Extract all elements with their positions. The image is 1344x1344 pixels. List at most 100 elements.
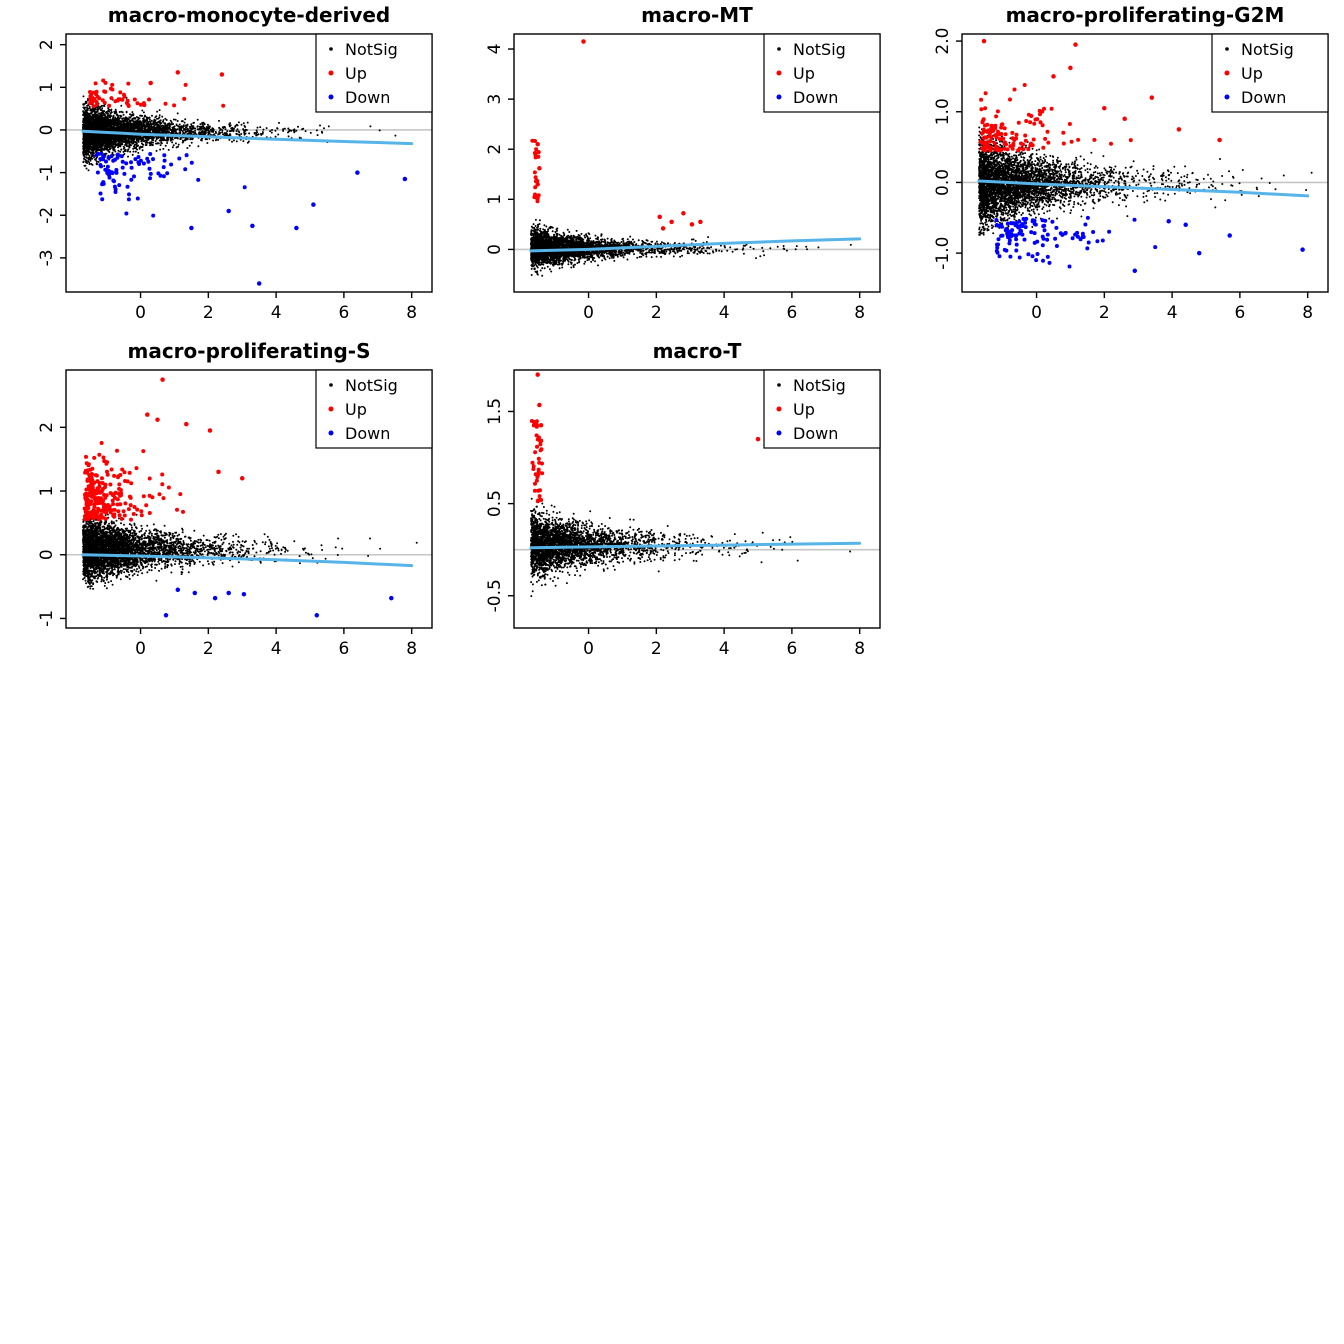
legend-up-dot-icon xyxy=(776,406,782,412)
legend-up-dot-icon xyxy=(776,70,782,76)
legend-up-dot-icon xyxy=(328,70,334,76)
plot-title: macro-proliferating-S xyxy=(127,339,370,363)
ma-plot-grid: 0 2 4 6 8 -3 -2 -1 0 1 2 macro-monocyte-derived NotS… xyxy=(0,0,1344,672)
legend-down-dot-icon xyxy=(328,430,334,436)
x-tick-label: 6 xyxy=(1234,303,1245,323)
points-down xyxy=(94,151,247,218)
legend: NotSig Up Down xyxy=(1211,33,1329,113)
y-tick-label: 1 xyxy=(37,82,57,93)
plot-box xyxy=(65,33,433,293)
y-tick-label: 2 xyxy=(485,144,505,155)
legend-label-down: Down xyxy=(1241,88,1286,107)
x-tick-label: 4 xyxy=(719,639,730,659)
y-tick-label: -2 xyxy=(37,207,57,224)
legend-down-dot-icon xyxy=(328,94,334,100)
legend-label-up: Up xyxy=(1241,64,1263,83)
y-tick-label: 0 xyxy=(485,244,505,255)
y-tick-label: 4 xyxy=(485,44,505,55)
legend-label-notsig: NotSig xyxy=(793,40,846,59)
ma-plot-macro-proliferating-g2m: 0 2 4 6 8 -1.0 0.0 1.0 2.0 macro-proliferating-G2… xyxy=(896,0,1344,336)
legend-down-dot-icon xyxy=(776,430,782,436)
y-tick-label: -1.0 xyxy=(933,237,953,270)
legend: NotSig Up Down xyxy=(315,33,433,113)
legend: NotSig Up Down xyxy=(763,369,881,449)
x-tick-label: 4 xyxy=(719,303,730,323)
x-tick-label: 6 xyxy=(786,303,797,323)
x-tick-label: 4 xyxy=(1167,303,1178,323)
legend-box xyxy=(315,33,433,113)
trend-line xyxy=(81,553,414,568)
x-tick-label: 2 xyxy=(203,303,214,323)
plot-box xyxy=(513,33,881,293)
y-tick-label: 3 xyxy=(485,94,505,105)
outlier-points-down xyxy=(1132,219,1305,274)
y-tick-label: 0.5 xyxy=(485,490,505,517)
x-tick-label: 0 xyxy=(583,303,594,323)
legend-label-notsig: NotSig xyxy=(345,40,398,59)
x-tick-label: 6 xyxy=(338,639,349,659)
legend: NotSig Up Down xyxy=(763,33,881,113)
points-layer xyxy=(529,372,852,598)
x-tick-label: 8 xyxy=(854,303,865,323)
legend-label-up: Up xyxy=(345,400,367,419)
y-tick-label: 1 xyxy=(37,486,57,497)
x-tick-label: 4 xyxy=(271,639,282,659)
y-tick-label: 0 xyxy=(37,125,57,136)
ma-plot-cell-3: 0 2 4 6 8 -1.0 0.0 1.0 2.0 macro-proliferating-G2… xyxy=(896,0,1344,336)
outlier-points-down xyxy=(189,170,408,286)
y-tick-label: -1 xyxy=(37,164,57,181)
legend-label-down: Down xyxy=(345,424,390,443)
x-tick-label: 8 xyxy=(406,303,417,323)
legend-label-notsig: NotSig xyxy=(345,376,398,395)
ma-plot-cell-5: 0 2 4 6 8 -0.5 0.5 1.5 macro-T NotSig Up Down xyxy=(448,336,896,672)
x-tick-label: 8 xyxy=(1302,303,1313,323)
ma-plot-macro-mt: 0 2 4 6 8 0 1 2 3 4 macro-MT NotSig Up Down xyxy=(448,0,896,336)
x-tick-label: 0 xyxy=(135,639,146,659)
x-tick-label: 0 xyxy=(583,639,594,659)
outlier-points-up xyxy=(535,372,761,442)
y-tick-label: 1.0 xyxy=(933,98,953,125)
plot-box xyxy=(513,369,881,629)
legend: NotSig Up Down xyxy=(315,369,433,449)
y-tick-label: 2 xyxy=(37,422,57,433)
points-notsig xyxy=(978,126,1313,236)
points-up xyxy=(978,83,1133,153)
legend-notsig-dot-icon xyxy=(777,383,781,387)
y-tick-label: 0 xyxy=(37,549,57,560)
points-layer xyxy=(978,38,1313,274)
legend-box xyxy=(763,369,881,449)
x-tick-label: 2 xyxy=(1099,303,1110,323)
points-layer xyxy=(530,39,852,277)
ma-plot-macro-proliferating-s: 0 2 4 6 8 -1 0 1 2 macro-proliferating-S NotSig Up D… xyxy=(0,336,448,672)
outlier-points-up xyxy=(148,70,225,86)
ma-plot-cell-1: 0 2 4 6 8 -3 -2 -1 0 1 2 macro-monocyte-derived NotS… xyxy=(0,0,448,336)
legend-box xyxy=(1211,33,1329,113)
outlier-points-up xyxy=(145,377,245,481)
plot-box xyxy=(65,369,433,629)
x-tick-label: 2 xyxy=(203,639,214,659)
legend-up-dot-icon xyxy=(328,406,334,412)
points-up xyxy=(88,78,226,109)
legend-notsig-dot-icon xyxy=(329,47,333,51)
outlier-points-up xyxy=(533,39,703,231)
trend-line xyxy=(81,129,414,146)
x-tick-label: 0 xyxy=(1031,303,1042,323)
legend-down-dot-icon xyxy=(1224,94,1230,100)
y-tick-label: -3 xyxy=(37,249,57,266)
points-up xyxy=(82,441,186,522)
y-tick-label: 2 xyxy=(37,39,57,50)
legend-label-up: Up xyxy=(793,400,815,419)
plot-title: macro-monocyte-derived xyxy=(108,3,391,27)
points-down xyxy=(994,215,1158,269)
trend-line xyxy=(529,237,862,253)
legend-label-down: Down xyxy=(793,424,838,443)
legend-box xyxy=(315,369,433,449)
y-tick-label: 1.5 xyxy=(485,398,505,425)
legend-notsig-dot-icon xyxy=(329,383,333,387)
x-tick-label: 8 xyxy=(406,639,417,659)
ma-plot-cell-2: 0 2 4 6 8 0 1 2 3 4 macro-MT NotSig Up Down xyxy=(448,0,896,336)
x-tick-label: 6 xyxy=(786,639,797,659)
y-tick-label: -0.5 xyxy=(485,579,505,612)
points-up xyxy=(529,419,545,504)
plot-title: macro-proliferating-G2M xyxy=(1006,3,1285,27)
